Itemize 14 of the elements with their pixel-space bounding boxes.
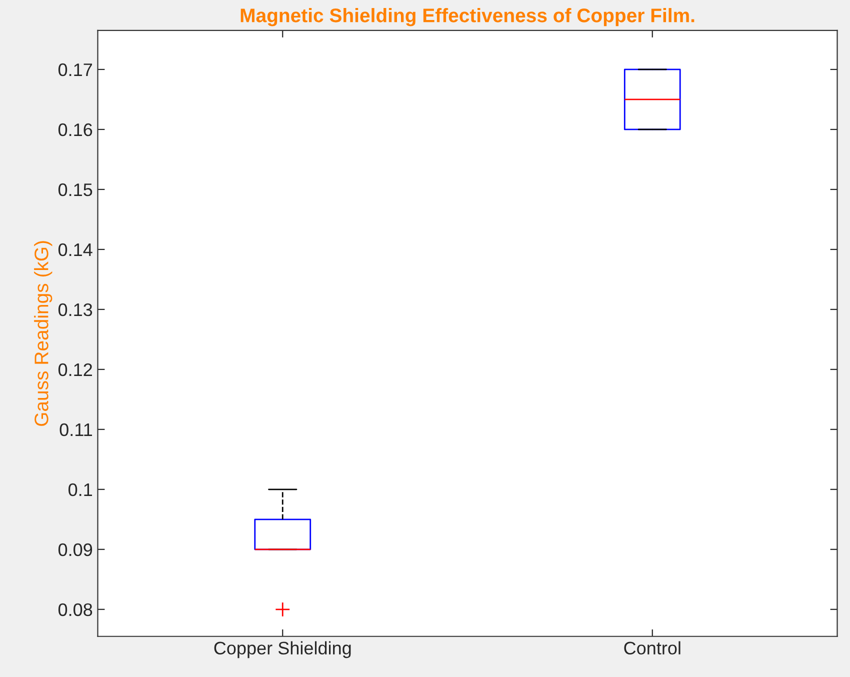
y-tick-label: 0.14 — [58, 243, 92, 256]
y-tick-label: 0.17 — [58, 63, 92, 76]
y-tick-label: 0.1 — [68, 483, 92, 496]
y-tick-label: 0.16 — [58, 123, 92, 136]
y-tick-label: 0.09 — [58, 543, 92, 556]
x-tick-label: Control — [624, 641, 680, 655]
y-tick-label: 0.08 — [58, 603, 92, 616]
y-tick-label: 0.13 — [58, 303, 92, 316]
y-axis-title: Gauss Readings (kG) — [34, 241, 52, 426]
y-tick-label: 0.12 — [58, 363, 92, 376]
y-tick-label: 0.11 — [60, 423, 92, 436]
y-tick-label: 0.15 — [58, 183, 92, 196]
x-tick-label: Copper Shielding — [214, 641, 351, 658]
chart-title: Magnetic Shielding Effectiveness of Copper Film. — [240, 8, 694, 26]
